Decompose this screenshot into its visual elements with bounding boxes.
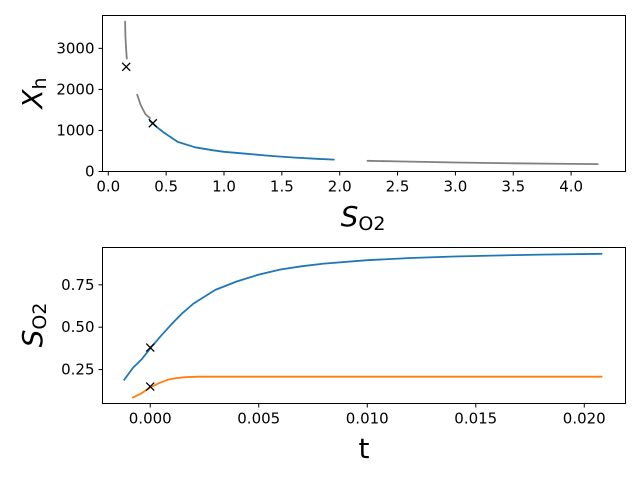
top-series-0-line-0 — [124, 20, 128, 60]
top-x-tick-label: 1.0 — [212, 178, 236, 196]
marker-stroke — [121, 62, 131, 72]
top-x-tick-label: 0.5 — [154, 178, 178, 196]
top-x-tick-label: 3.5 — [501, 178, 525, 196]
bottom-y-tick-label: 0.25 — [61, 361, 94, 379]
top-x-tick-label: 0.0 — [96, 178, 120, 196]
bottom-marker-x-0 — [145, 343, 155, 353]
bottom-panel: 0.000 0.005 0.010 0.015 0.020 0.25 0.50 0.75 t… — [16, 247, 626, 465]
top-plot-frame — [102, 15, 626, 172]
top-x-tick-label: 2.0 — [328, 178, 352, 196]
top-x-label-sub: O2 — [358, 213, 385, 235]
bottom-x-tick-label: 0.000 — [129, 410, 172, 428]
top-x-tick-label: 4.0 — [559, 178, 583, 196]
bottom-markers — [145, 343, 155, 392]
top-y-ticks: 0 1000 2000 3000 — [56, 39, 103, 181]
bottom-x-axis-label: t — [359, 432, 370, 465]
top-x-label-main: S — [341, 200, 359, 233]
bottom-x-tick-label: 0.015 — [454, 410, 497, 428]
marker-stroke — [145, 382, 155, 392]
bottom-x-tick-label: 0.020 — [563, 410, 606, 428]
top-y-tick-label: 0 — [85, 163, 95, 181]
top-x-ticks: 0.0 0.5 1.0 1.5 2.0 2.5 3.0 3.5 4.0 — [96, 171, 583, 196]
bottom-marker-x-1 — [145, 382, 155, 392]
top-y-axis-label: Xh — [16, 77, 51, 110]
top-x-tick-label: 1.5 — [270, 178, 294, 196]
marker-stroke — [145, 343, 155, 353]
bottom-x-ticks: 0.000 0.005 0.010 0.015 0.020 — [129, 403, 606, 428]
top-marker-x-1 — [148, 118, 158, 128]
bottom-series-0-line-0 — [123, 252, 603, 381]
top-y-tick-label: 3000 — [56, 39, 94, 57]
top-marker-x-0 — [121, 62, 131, 72]
bottom-y-tick-label: 0.75 — [61, 276, 94, 294]
top-series-0-line-2 — [366, 159, 599, 166]
top-panel: 0.0 0.5 1.0 1.5 2.0 2.5 3.0 3.5 4.0 0 1000 2000 300… — [16, 15, 626, 235]
marker-stroke — [148, 118, 158, 128]
top-y-tick-label: 1000 — [56, 121, 94, 139]
bottom-x-tick-label: 0.010 — [346, 410, 389, 428]
top-x-axis-label: SO2 — [341, 200, 386, 235]
bottom-plot-frame — [102, 247, 626, 404]
bottom-y-tick-label: 0.50 — [61, 318, 94, 336]
top-y-label-main: X — [16, 89, 49, 111]
bottom-series-lines — [123, 252, 603, 399]
top-series-0-line-1 — [136, 93, 151, 119]
top-y-label-sub: h — [29, 77, 51, 89]
top-series-1-line-0 — [148, 120, 335, 161]
top-markers — [121, 62, 158, 128]
bottom-y-axis-label: SO2 — [16, 303, 51, 348]
bottom-y-ticks: 0.25 0.50 0.75 — [61, 276, 103, 379]
top-x-tick-label: 3.0 — [443, 178, 467, 196]
top-series-lines — [124, 20, 599, 166]
top-y-tick-label: 2000 — [56, 80, 94, 98]
bottom-series-1-line-0 — [131, 375, 603, 399]
bottom-x-tick-label: 0.005 — [237, 410, 280, 428]
bottom-y-label-sub: O2 — [29, 303, 51, 330]
bottom-y-label-main: S — [16, 330, 49, 348]
top-x-tick-label: 2.5 — [386, 178, 410, 196]
